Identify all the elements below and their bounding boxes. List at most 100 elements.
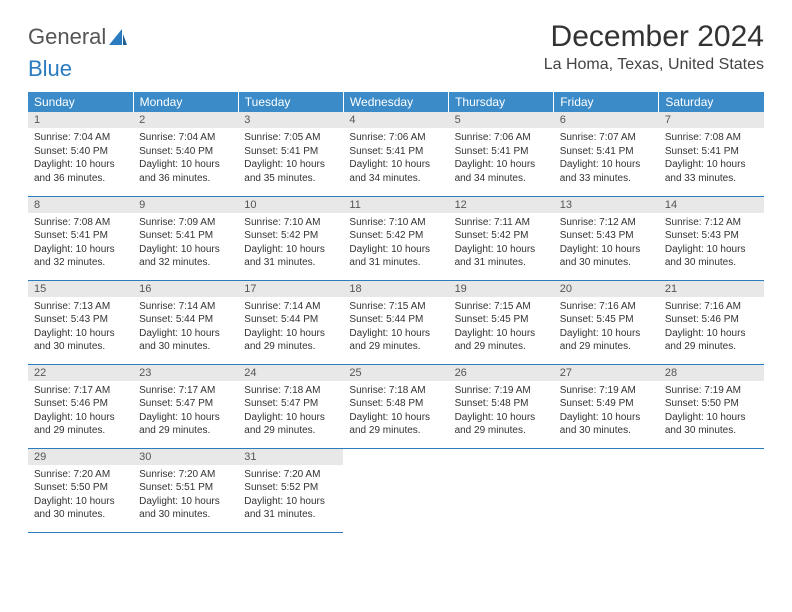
day-number: 16 xyxy=(133,281,238,297)
calendar-day-cell xyxy=(343,448,448,532)
day-details: Sunrise: 7:04 AMSunset: 5:40 PMDaylight:… xyxy=(28,128,133,188)
day-details: Sunrise: 7:14 AMSunset: 5:44 PMDaylight:… xyxy=(238,297,343,357)
day-number: 23 xyxy=(133,365,238,381)
calendar-day-cell: 16Sunrise: 7:14 AMSunset: 5:44 PMDayligh… xyxy=(133,280,238,364)
weekday-header: Tuesday xyxy=(238,92,343,112)
calendar-day-cell: 19Sunrise: 7:15 AMSunset: 5:45 PMDayligh… xyxy=(449,280,554,364)
calendar-day-cell: 2Sunrise: 7:04 AMSunset: 5:40 PMDaylight… xyxy=(133,112,238,196)
logo-sail-icon xyxy=(108,28,128,46)
day-details: Sunrise: 7:07 AMSunset: 5:41 PMDaylight:… xyxy=(554,128,659,188)
calendar-table: SundayMondayTuesdayWednesdayThursdayFrid… xyxy=(28,92,764,533)
day-details: Sunrise: 7:19 AMSunset: 5:48 PMDaylight:… xyxy=(449,381,554,441)
day-number: 14 xyxy=(659,197,764,213)
day-number: 22 xyxy=(28,365,133,381)
calendar-day-cell: 7Sunrise: 7:08 AMSunset: 5:41 PMDaylight… xyxy=(659,112,764,196)
day-number: 12 xyxy=(449,197,554,213)
day-number: 29 xyxy=(28,449,133,465)
calendar-day-cell: 10Sunrise: 7:10 AMSunset: 5:42 PMDayligh… xyxy=(238,196,343,280)
day-details: Sunrise: 7:08 AMSunset: 5:41 PMDaylight:… xyxy=(28,213,133,273)
weekday-header: Friday xyxy=(554,92,659,112)
calendar-day-cell: 24Sunrise: 7:18 AMSunset: 5:47 PMDayligh… xyxy=(238,364,343,448)
day-details: Sunrise: 7:09 AMSunset: 5:41 PMDaylight:… xyxy=(133,213,238,273)
day-details: Sunrise: 7:20 AMSunset: 5:50 PMDaylight:… xyxy=(28,465,133,525)
day-number: 1 xyxy=(28,112,133,128)
calendar-day-cell: 6Sunrise: 7:07 AMSunset: 5:41 PMDaylight… xyxy=(554,112,659,196)
day-details: Sunrise: 7:13 AMSunset: 5:43 PMDaylight:… xyxy=(28,297,133,357)
calendar-day-cell: 31Sunrise: 7:20 AMSunset: 5:52 PMDayligh… xyxy=(238,448,343,532)
calendar-day-cell xyxy=(554,448,659,532)
calendar-day-cell: 1Sunrise: 7:04 AMSunset: 5:40 PMDaylight… xyxy=(28,112,133,196)
page-title: December 2024 xyxy=(544,20,764,54)
day-details: Sunrise: 7:16 AMSunset: 5:45 PMDaylight:… xyxy=(554,297,659,357)
calendar-day-cell: 9Sunrise: 7:09 AMSunset: 5:41 PMDaylight… xyxy=(133,196,238,280)
day-details: Sunrise: 7:10 AMSunset: 5:42 PMDaylight:… xyxy=(343,213,448,273)
day-details: Sunrise: 7:17 AMSunset: 5:47 PMDaylight:… xyxy=(133,381,238,441)
day-number: 26 xyxy=(449,365,554,381)
day-details: Sunrise: 7:12 AMSunset: 5:43 PMDaylight:… xyxy=(554,213,659,273)
day-number: 20 xyxy=(554,281,659,297)
day-number: 8 xyxy=(28,197,133,213)
calendar-week-row: 8Sunrise: 7:08 AMSunset: 5:41 PMDaylight… xyxy=(28,196,764,280)
day-number: 5 xyxy=(449,112,554,128)
day-details: Sunrise: 7:20 AMSunset: 5:52 PMDaylight:… xyxy=(238,465,343,525)
calendar-day-cell: 14Sunrise: 7:12 AMSunset: 5:43 PMDayligh… xyxy=(659,196,764,280)
weekday-header: Sunday xyxy=(28,92,133,112)
calendar-day-cell: 3Sunrise: 7:05 AMSunset: 5:41 PMDaylight… xyxy=(238,112,343,196)
calendar-week-row: 1Sunrise: 7:04 AMSunset: 5:40 PMDaylight… xyxy=(28,112,764,196)
day-number: 15 xyxy=(28,281,133,297)
calendar-day-cell: 12Sunrise: 7:11 AMSunset: 5:42 PMDayligh… xyxy=(449,196,554,280)
day-number: 18 xyxy=(343,281,448,297)
calendar-day-cell: 13Sunrise: 7:12 AMSunset: 5:43 PMDayligh… xyxy=(554,196,659,280)
day-number: 27 xyxy=(554,365,659,381)
calendar-day-cell: 17Sunrise: 7:14 AMSunset: 5:44 PMDayligh… xyxy=(238,280,343,364)
day-details: Sunrise: 7:16 AMSunset: 5:46 PMDaylight:… xyxy=(659,297,764,357)
weekday-header: Saturday xyxy=(659,92,764,112)
day-details: Sunrise: 7:14 AMSunset: 5:44 PMDaylight:… xyxy=(133,297,238,357)
calendar-day-cell: 21Sunrise: 7:16 AMSunset: 5:46 PMDayligh… xyxy=(659,280,764,364)
calendar-day-cell: 25Sunrise: 7:18 AMSunset: 5:48 PMDayligh… xyxy=(343,364,448,448)
day-details: Sunrise: 7:05 AMSunset: 5:41 PMDaylight:… xyxy=(238,128,343,188)
day-details: Sunrise: 7:18 AMSunset: 5:47 PMDaylight:… xyxy=(238,381,343,441)
calendar-body: 1Sunrise: 7:04 AMSunset: 5:40 PMDaylight… xyxy=(28,112,764,532)
calendar-week-row: 22Sunrise: 7:17 AMSunset: 5:46 PMDayligh… xyxy=(28,364,764,448)
calendar-day-cell: 26Sunrise: 7:19 AMSunset: 5:48 PMDayligh… xyxy=(449,364,554,448)
day-details: Sunrise: 7:19 AMSunset: 5:50 PMDaylight:… xyxy=(659,381,764,441)
calendar-day-cell xyxy=(659,448,764,532)
day-number: 6 xyxy=(554,112,659,128)
calendar-day-cell: 5Sunrise: 7:06 AMSunset: 5:41 PMDaylight… xyxy=(449,112,554,196)
day-number: 2 xyxy=(133,112,238,128)
day-details: Sunrise: 7:04 AMSunset: 5:40 PMDaylight:… xyxy=(133,128,238,188)
day-number: 30 xyxy=(133,449,238,465)
day-number: 21 xyxy=(659,281,764,297)
calendar-day-cell: 4Sunrise: 7:06 AMSunset: 5:41 PMDaylight… xyxy=(343,112,448,196)
logo-text-2: Blue xyxy=(28,56,764,82)
logo-text-1: General xyxy=(28,24,106,50)
day-number: 10 xyxy=(238,197,343,213)
weekday-header: Thursday xyxy=(449,92,554,112)
calendar-day-cell: 30Sunrise: 7:20 AMSunset: 5:51 PMDayligh… xyxy=(133,448,238,532)
day-details: Sunrise: 7:08 AMSunset: 5:41 PMDaylight:… xyxy=(659,128,764,188)
day-details: Sunrise: 7:06 AMSunset: 5:41 PMDaylight:… xyxy=(449,128,554,188)
day-number: 3 xyxy=(238,112,343,128)
calendar-day-cell: 15Sunrise: 7:13 AMSunset: 5:43 PMDayligh… xyxy=(28,280,133,364)
day-details: Sunrise: 7:15 AMSunset: 5:45 PMDaylight:… xyxy=(449,297,554,357)
calendar-day-cell: 27Sunrise: 7:19 AMSunset: 5:49 PMDayligh… xyxy=(554,364,659,448)
day-details: Sunrise: 7:12 AMSunset: 5:43 PMDaylight:… xyxy=(659,213,764,273)
day-number: 19 xyxy=(449,281,554,297)
day-number: 31 xyxy=(238,449,343,465)
day-details: Sunrise: 7:15 AMSunset: 5:44 PMDaylight:… xyxy=(343,297,448,357)
day-number: 9 xyxy=(133,197,238,213)
calendar-day-cell: 28Sunrise: 7:19 AMSunset: 5:50 PMDayligh… xyxy=(659,364,764,448)
day-number: 13 xyxy=(554,197,659,213)
day-details: Sunrise: 7:06 AMSunset: 5:41 PMDaylight:… xyxy=(343,128,448,188)
day-number: 17 xyxy=(238,281,343,297)
day-number: 11 xyxy=(343,197,448,213)
day-details: Sunrise: 7:20 AMSunset: 5:51 PMDaylight:… xyxy=(133,465,238,525)
day-details: Sunrise: 7:17 AMSunset: 5:46 PMDaylight:… xyxy=(28,381,133,441)
day-number: 25 xyxy=(343,365,448,381)
calendar-day-cell: 20Sunrise: 7:16 AMSunset: 5:45 PMDayligh… xyxy=(554,280,659,364)
calendar-day-cell: 11Sunrise: 7:10 AMSunset: 5:42 PMDayligh… xyxy=(343,196,448,280)
calendar-week-row: 29Sunrise: 7:20 AMSunset: 5:50 PMDayligh… xyxy=(28,448,764,532)
calendar-day-cell: 8Sunrise: 7:08 AMSunset: 5:41 PMDaylight… xyxy=(28,196,133,280)
day-number: 4 xyxy=(343,112,448,128)
